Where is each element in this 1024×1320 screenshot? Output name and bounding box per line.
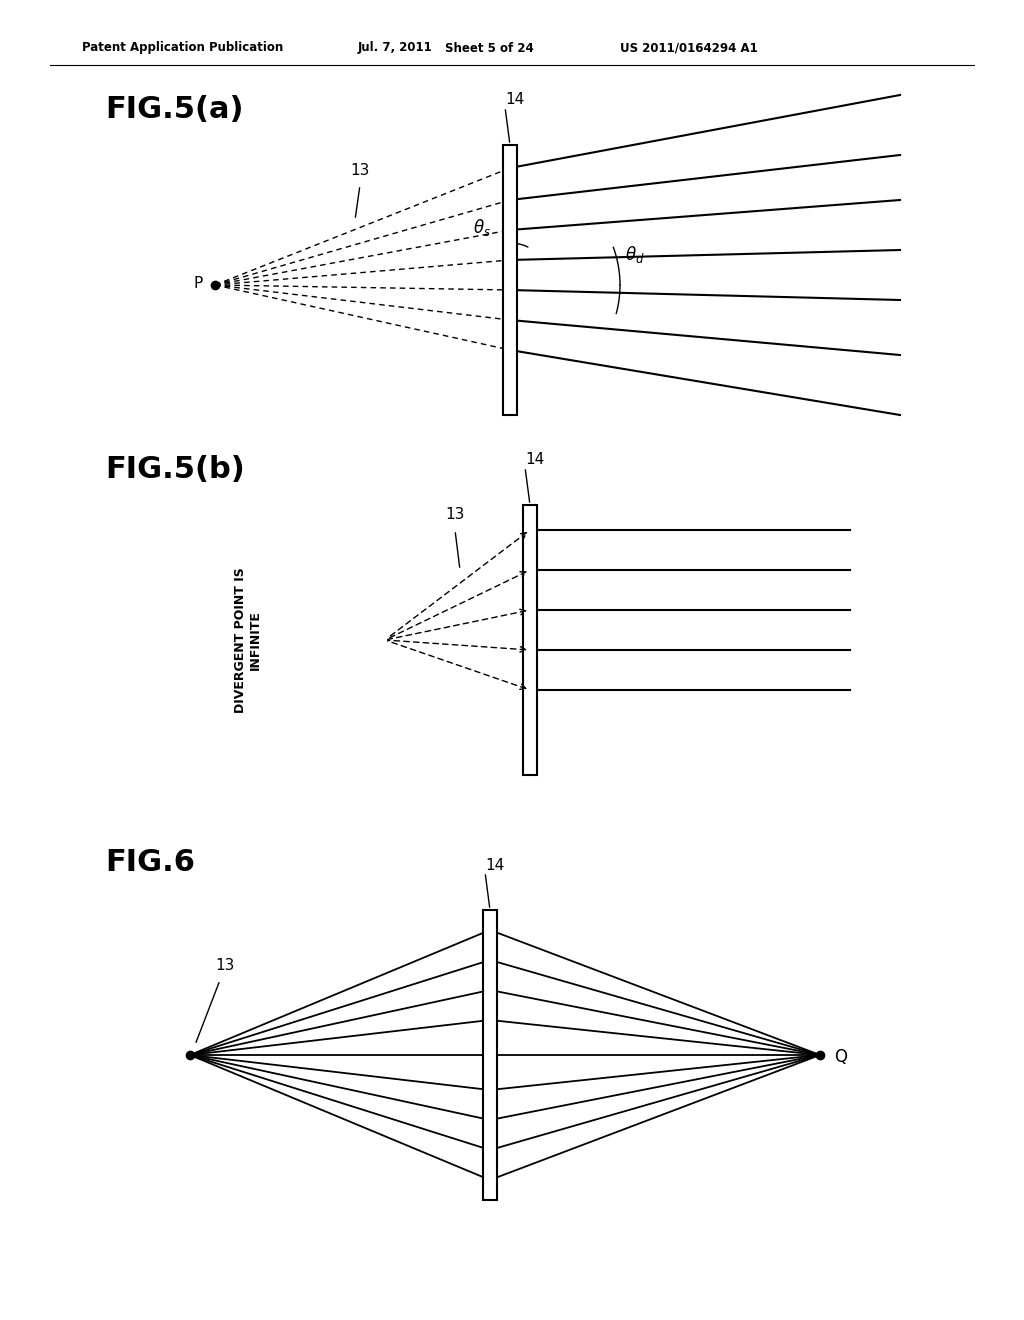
Text: Patent Application Publication: Patent Application Publication bbox=[82, 41, 284, 54]
Text: 13: 13 bbox=[350, 162, 370, 178]
Bar bbox=[523, 506, 537, 775]
Text: Q: Q bbox=[834, 1048, 847, 1067]
Text: Jul. 7, 2011: Jul. 7, 2011 bbox=[358, 41, 433, 54]
Text: Sheet 5 of 24: Sheet 5 of 24 bbox=[445, 41, 534, 54]
Text: US 2011/0164294 A1: US 2011/0164294 A1 bbox=[620, 41, 758, 54]
Text: 14: 14 bbox=[506, 92, 524, 107]
Text: 14: 14 bbox=[485, 858, 505, 873]
Text: 14: 14 bbox=[525, 453, 545, 467]
Bar bbox=[503, 145, 517, 414]
Text: P: P bbox=[194, 276, 203, 290]
Text: 13: 13 bbox=[445, 507, 465, 521]
Text: $\theta_s$: $\theta_s$ bbox=[473, 216, 490, 238]
Text: FIG.6: FIG.6 bbox=[105, 847, 195, 876]
Text: $\theta_d$: $\theta_d$ bbox=[626, 244, 645, 265]
Text: FIG.5(a): FIG.5(a) bbox=[105, 95, 244, 124]
Bar bbox=[483, 909, 497, 1200]
Text: DIVERGENT POINT IS
INFINITE: DIVERGENT POINT IS INFINITE bbox=[234, 568, 262, 713]
Text: FIG.5(b): FIG.5(b) bbox=[105, 455, 245, 484]
Text: 13: 13 bbox=[215, 958, 234, 973]
